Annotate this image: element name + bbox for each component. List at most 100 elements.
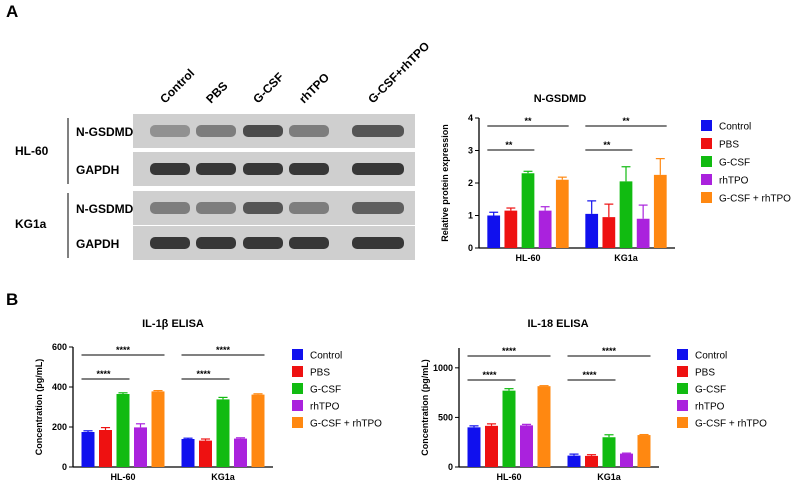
bar	[251, 394, 265, 467]
blot-band	[150, 237, 190, 249]
x-tick-label: KG1a	[614, 253, 639, 263]
significance-label: ****	[116, 345, 131, 355]
blot-row-label: N-GSDMD	[76, 125, 134, 139]
western-blot: Control PBS G-CSF rhTPO G-CSF+rhTPO N-GSDMD GA…	[15, 39, 432, 260]
ngsdmd-bar-chart: N-GSDMD 0 1 2 3 4 Relative protein expression H…	[440, 93, 675, 263]
y-tick-label: 3	[468, 146, 473, 156]
y-axis-label: Concentration (pg/mL)	[34, 359, 44, 456]
ngsdmd-legend: Control PBS G-CSF rhTPO G-CSF + rhTPO	[701, 120, 791, 205]
y-tick-label: 4	[468, 113, 473, 123]
blot-band	[196, 202, 236, 214]
blot-band	[150, 125, 190, 137]
blot-band	[196, 237, 236, 249]
y-tick-label: 0	[468, 243, 473, 253]
y-tick-label: 600	[52, 342, 67, 352]
legend-swatch	[701, 156, 712, 167]
bar	[485, 425, 498, 467]
y-tick-label: 0	[448, 462, 453, 472]
bar	[116, 394, 130, 467]
bar	[199, 440, 212, 467]
y-axis-label: Relative protein expression	[440, 124, 450, 242]
legend-label: rhTPO	[695, 402, 725, 413]
legend-label: Control	[719, 122, 751, 133]
chart-title: N-GSDMD	[534, 93, 587, 105]
cell-line-label: KG1a	[15, 217, 47, 231]
significance-label: ****	[502, 346, 517, 356]
blot-band	[196, 163, 236, 175]
legend-label: G-CSF + rhTPO	[310, 419, 382, 430]
blot-band	[150, 163, 190, 175]
bar	[181, 439, 195, 467]
bar	[555, 179, 569, 248]
blot-band	[243, 163, 283, 175]
significance-label: **	[622, 116, 630, 126]
blot-band	[352, 163, 404, 175]
blot-row-label: N-GSDMD	[76, 202, 134, 216]
significance-label: ****	[582, 370, 597, 380]
legend-label: G-CSF	[719, 158, 750, 169]
bar	[619, 181, 633, 248]
bar	[504, 210, 518, 248]
legend-swatch	[677, 383, 688, 394]
blot-column-label: G-CSF	[250, 70, 286, 106]
legend-swatch	[292, 366, 303, 377]
significance-label: ****	[482, 370, 497, 380]
bar	[637, 435, 651, 467]
blot-band	[289, 202, 329, 214]
significance-label: ****	[196, 369, 211, 379]
blot-column-label: Control	[157, 66, 197, 106]
bar	[467, 427, 481, 467]
bar	[537, 386, 551, 467]
x-tick-label: KG1a	[597, 472, 622, 482]
legend-swatch	[701, 174, 712, 185]
bar	[487, 215, 501, 248]
bar	[502, 390, 516, 467]
significance-label: ****	[602, 346, 617, 356]
y-tick-label: 2	[468, 178, 473, 188]
bar	[653, 174, 667, 248]
x-tick-label: HL-60	[515, 253, 540, 263]
legend-swatch	[677, 400, 688, 411]
legend-label: G-CSF	[695, 385, 726, 396]
bar	[520, 425, 533, 467]
bar	[134, 427, 147, 467]
bar	[602, 437, 616, 467]
y-tick-label: 1000	[433, 363, 453, 373]
bar	[567, 455, 581, 467]
cell-line-label: HL-60	[15, 144, 49, 158]
chart-title: IL-1β ELISA	[142, 318, 204, 330]
legend-swatch	[292, 383, 303, 394]
blot-row-label: GAPDH	[76, 163, 119, 177]
blot-band	[352, 125, 404, 137]
bar	[585, 455, 598, 467]
x-tick-label: HL-60	[110, 472, 135, 482]
significance-label: **	[505, 140, 513, 150]
y-tick-label: 200	[52, 422, 67, 432]
bar	[521, 173, 535, 248]
blot-band	[243, 202, 283, 214]
blot-band	[289, 237, 329, 249]
blot-column-label: rhTPO	[296, 70, 332, 106]
legend-label: G-CSF + rhTPO	[695, 419, 767, 430]
legend-swatch	[677, 417, 688, 428]
il18-legend: Control PBS G-CSF rhTPO G-CSF + rhTPO	[677, 349, 767, 430]
bar	[216, 399, 230, 467]
legend-swatch	[701, 192, 712, 203]
blot-column-label: PBS	[203, 79, 230, 106]
y-axis-label: Concentration (pg/mL)	[420, 359, 430, 456]
legend-swatch	[292, 349, 303, 360]
bar	[620, 453, 633, 467]
bar	[151, 391, 165, 467]
significance-label: **	[524, 116, 532, 126]
bar	[234, 438, 247, 467]
blot-band	[196, 125, 236, 137]
legend-label: PBS	[310, 368, 330, 379]
significance-label: ****	[216, 345, 231, 355]
x-tick-label: HL-60	[496, 472, 521, 482]
significance-label: **	[603, 140, 611, 150]
legend-label: rhTPO	[310, 402, 340, 413]
blot-band	[289, 125, 329, 137]
